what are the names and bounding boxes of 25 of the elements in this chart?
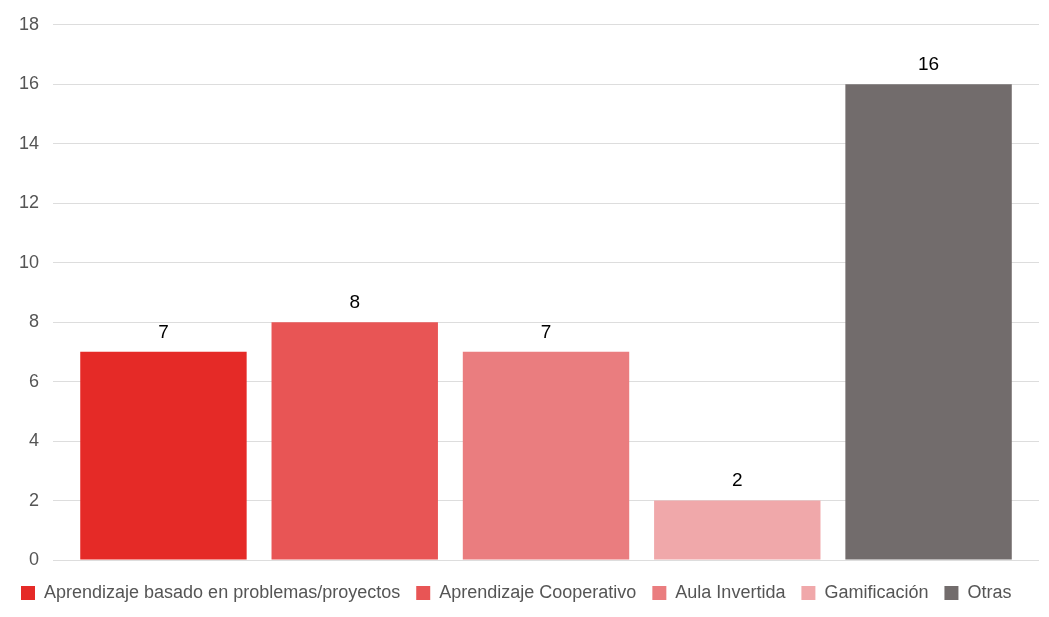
data-label: 7 [540,320,552,342]
bar [845,84,1012,560]
y-tick-label: 2 [29,489,40,510]
y-tick-label: 0 [29,548,40,569]
y-tick-label: 16 [18,73,40,94]
legend-label: Otras [967,581,1012,602]
y-tick-label: 6 [29,370,40,391]
y-tick-label: 14 [18,132,40,153]
bar [654,500,821,560]
y-tick-label: 18 [18,13,40,34]
legend-label: Aprendizaje Cooperativo [439,581,637,602]
legend-label: Gamificación [824,581,929,602]
bar [271,322,438,560]
legend-label: Aprendizaje basado en problemas/proyectos [44,581,401,602]
data-label: 16 [918,53,940,74]
bar [462,351,630,560]
y-tick-label: 8 [29,311,40,332]
y-tick-label: 4 [29,430,40,451]
data-label: 8 [349,290,361,312]
bar [80,351,247,560]
data-label: 2 [732,469,743,491]
legend-label: Aula Invertida [675,581,787,602]
y-tick-label: 12 [18,192,40,213]
y-tick-label: 10 [18,251,40,272]
data-label: 7 [158,320,169,342]
